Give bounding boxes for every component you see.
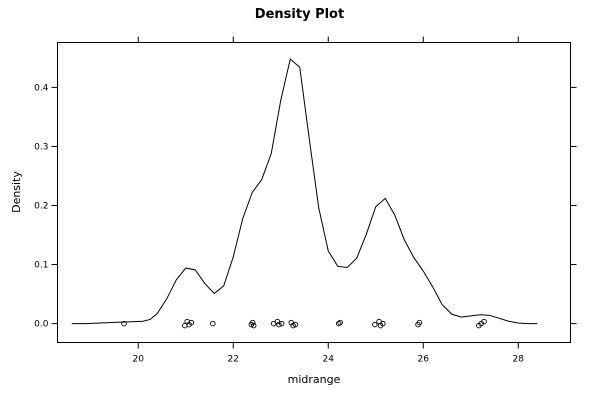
x-tick-label: 26	[418, 355, 430, 365]
rug-point	[121, 320, 127, 327]
y-tick-label: 0.1	[34, 261, 48, 271]
rug-point	[249, 319, 256, 326]
y-tick-label: 0.2	[34, 201, 48, 211]
tick-labels: 20 22 24 26 28 0.0 0.1 0.2 0.3 0.4	[34, 83, 524, 364]
rug-point	[416, 319, 423, 326]
x-tick-label: 20	[133, 355, 145, 365]
rug-point	[276, 321, 282, 328]
rug-point	[210, 320, 216, 327]
x-tick-label: 24	[323, 355, 335, 365]
rug-point	[250, 322, 257, 329]
y-axis-label: Density	[10, 171, 23, 213]
y-tick-label: 0.0	[34, 320, 49, 330]
x-axis-label: midrange	[288, 373, 341, 386]
density-curve	[71, 58, 538, 325]
plot-frame	[57, 42, 571, 343]
x-tick-label: 28	[513, 355, 525, 365]
rug-point	[292, 321, 299, 328]
rug-point	[188, 319, 195, 326]
axis-ticks	[51, 36, 577, 349]
rug-point	[274, 318, 281, 325]
rug-point	[380, 320, 386, 327]
chart-title: Density Plot	[255, 7, 344, 22]
rug-point	[481, 318, 487, 325]
rug-point	[278, 320, 285, 327]
y-tick-label: 0.3	[34, 142, 48, 152]
rug-point	[337, 319, 343, 326]
rug-point	[372, 321, 378, 328]
rug-point	[335, 320, 342, 327]
x-tick-label: 22	[228, 355, 239, 365]
y-tick-label: 0.4	[34, 83, 49, 93]
rug-points	[121, 318, 487, 329]
